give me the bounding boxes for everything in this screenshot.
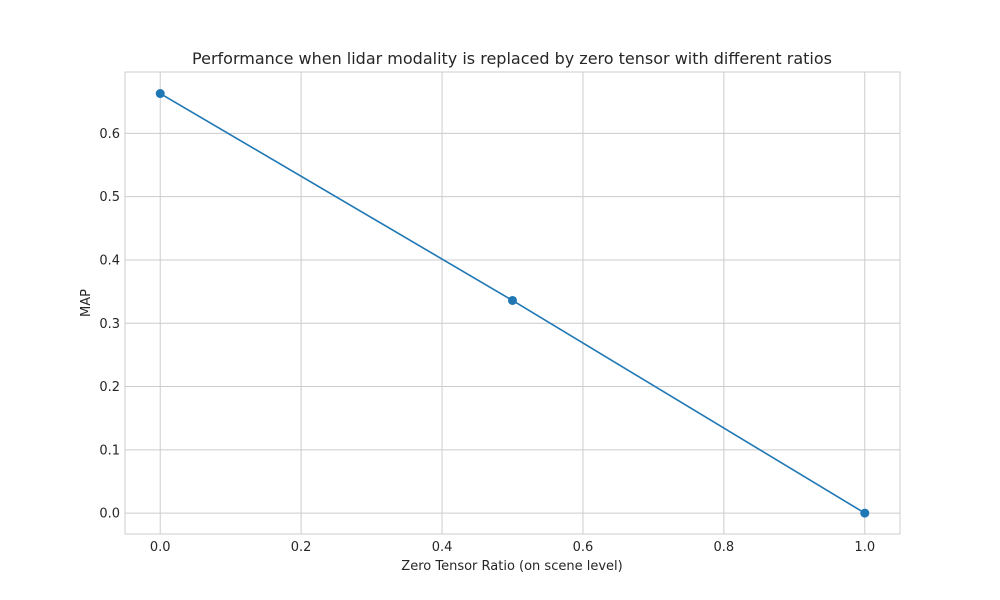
x-axis-ticks: 0.0 0.2 0.4 0.6 0.8 1.0 <box>150 540 875 555</box>
x-tick-label: 1.0 <box>854 540 875 555</box>
x-tick-label: 0.4 <box>432 540 453 555</box>
y-tick-label: 0.1 <box>99 443 120 458</box>
y-tick-label: 0.5 <box>99 190 120 205</box>
x-tick-label: 0.8 <box>714 540 735 555</box>
y-tick-label: 0.2 <box>99 380 120 395</box>
x-tick-label: 0.6 <box>573 540 594 555</box>
data-point <box>155 89 165 99</box>
y-axis-label: MAP <box>79 289 94 317</box>
grid-lines <box>125 72 900 534</box>
chart-title: Performance when lidar modality is repla… <box>192 49 832 68</box>
plot-area <box>124 71 901 535</box>
y-tick-label: 0.4 <box>99 253 120 268</box>
data-point <box>508 295 517 305</box>
y-tick-label: 0.6 <box>99 127 120 142</box>
x-tick-label: 0.0 <box>150 540 171 555</box>
data-point <box>860 508 870 518</box>
y-axis-ticks: 0.0 0.1 0.2 0.3 0.4 0.5 0.6 <box>99 127 120 522</box>
y-tick-label: 0.3 <box>99 317 120 332</box>
x-tick-label: 0.2 <box>291 540 312 555</box>
x-axis-label: Zero Tensor Ratio (on scene level) <box>401 559 622 574</box>
y-tick-label: 0.0 <box>99 507 120 522</box>
series-layer <box>155 89 870 518</box>
